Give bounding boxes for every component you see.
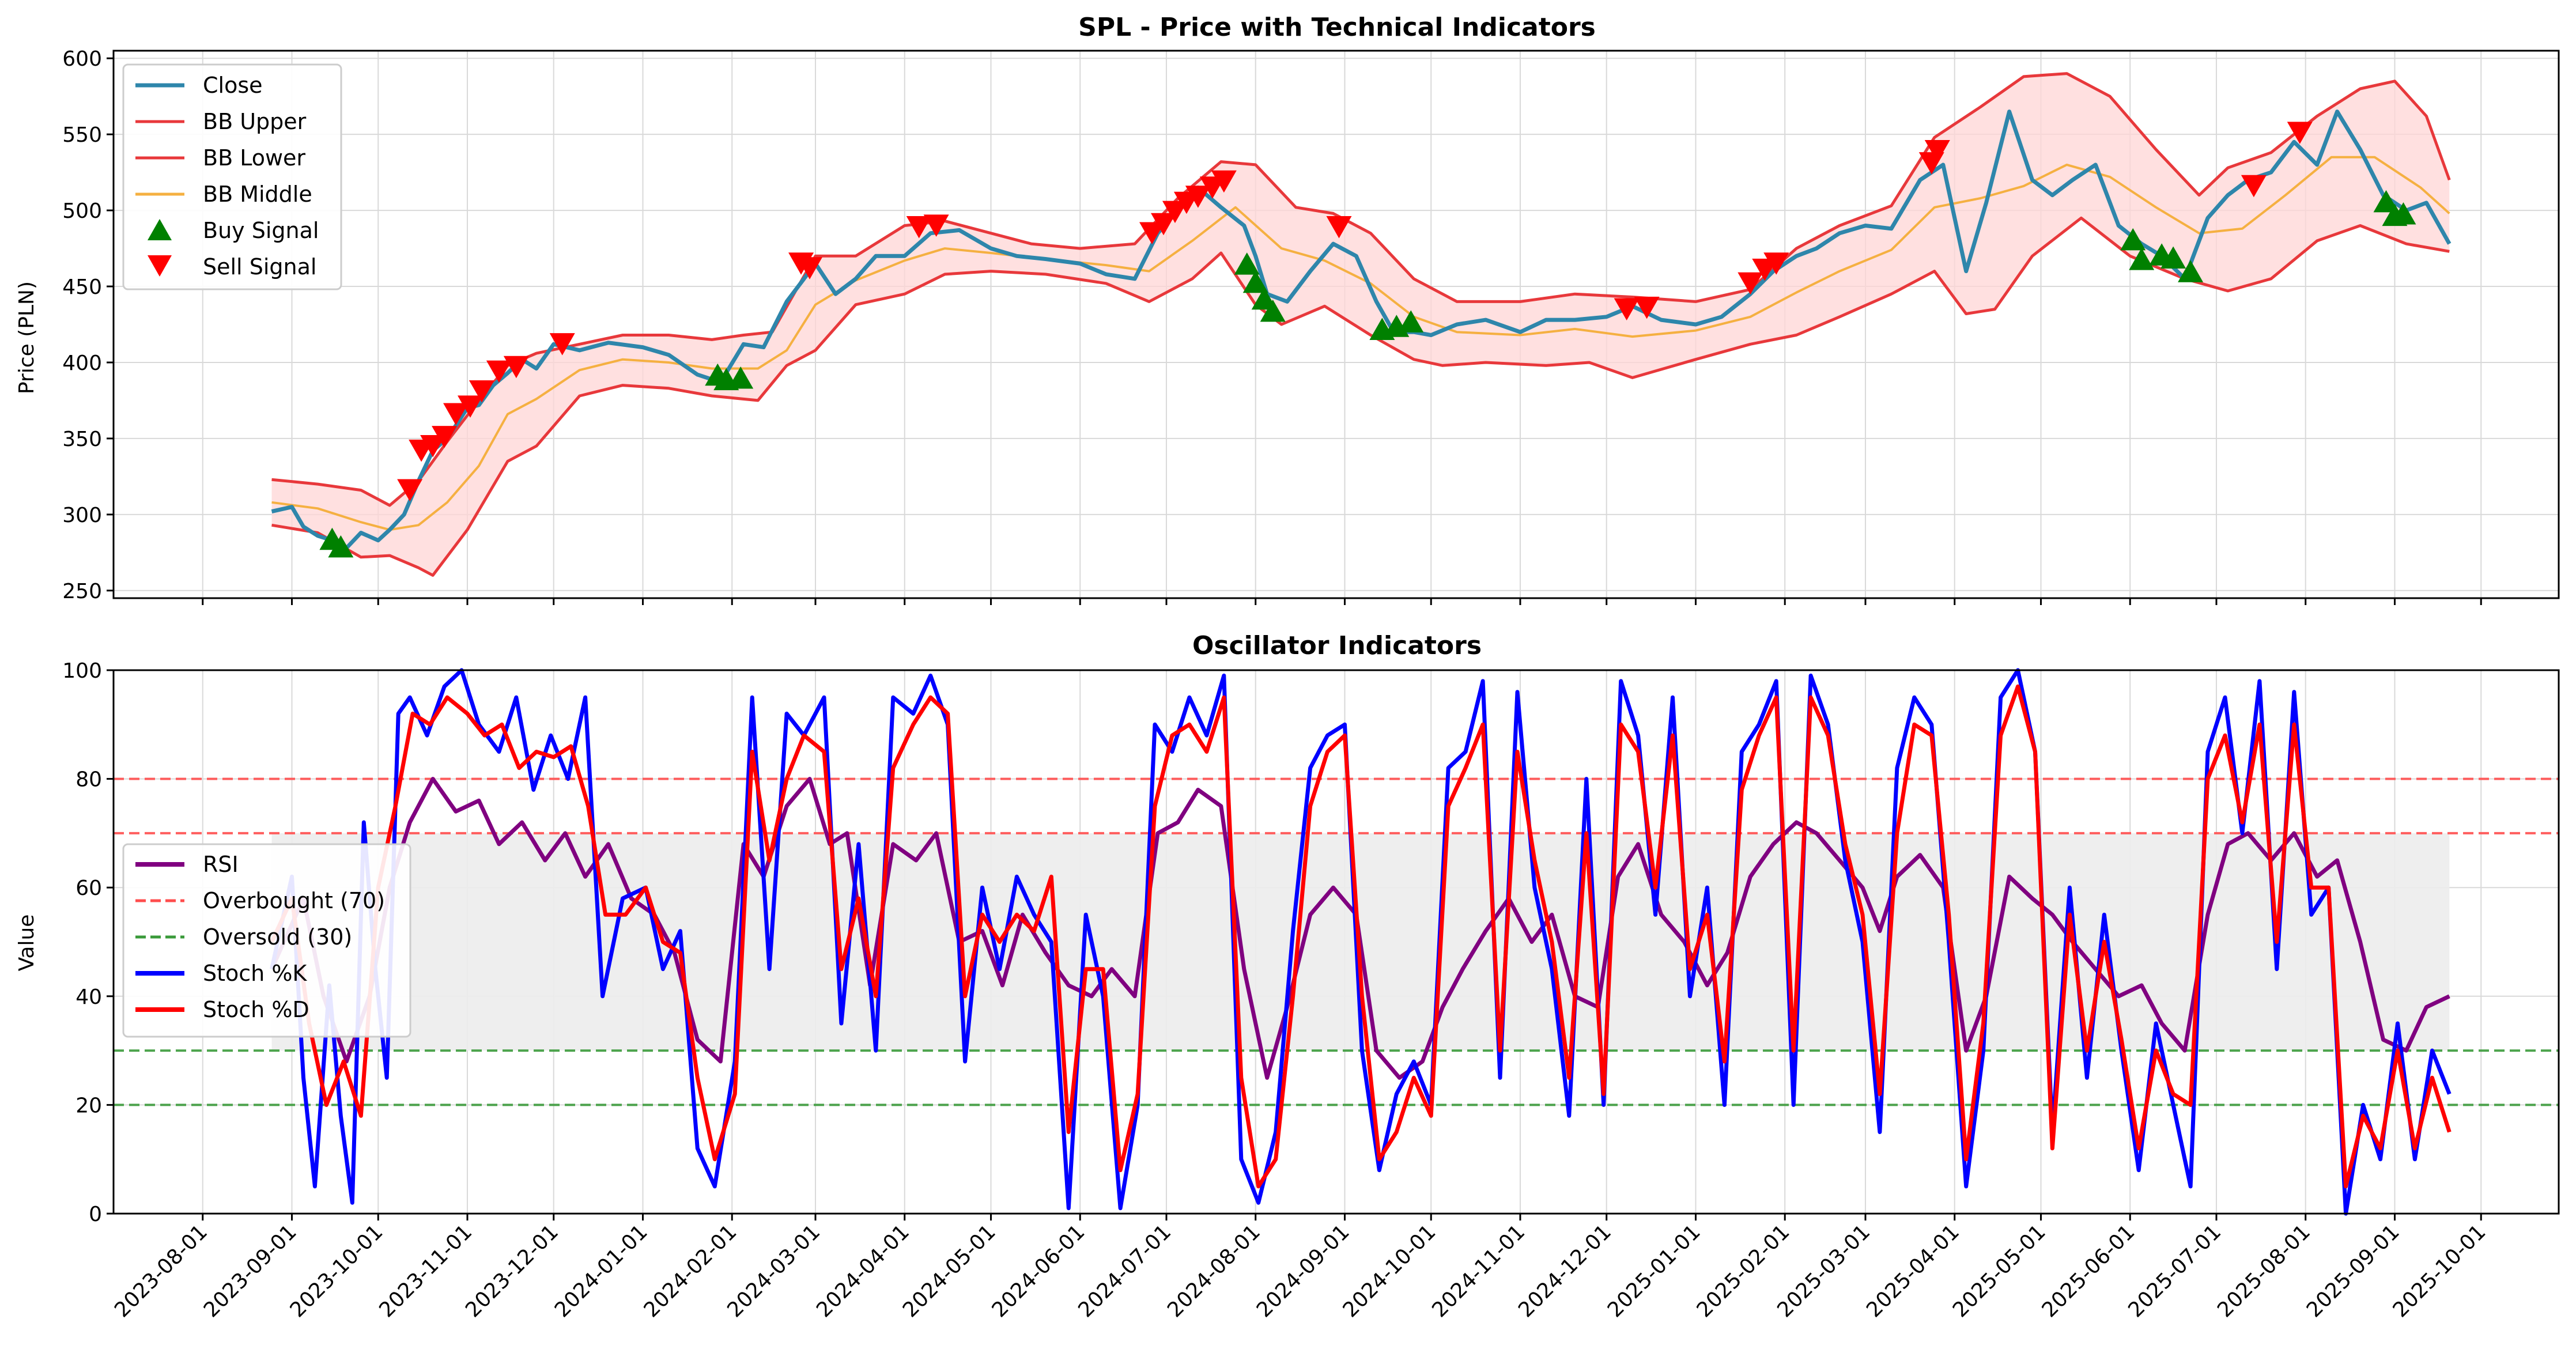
series-stoch-d: [270, 684, 2452, 1189]
buy-signal-marker: [328, 535, 354, 558]
buy-signal-marker: [1260, 299, 1286, 322]
buy-signal-marker: [1234, 252, 1260, 275]
oscillator-y-axis: 0 20 40 60 80 100: [62, 659, 114, 1226]
sell-signal-marker: [2287, 122, 2313, 144]
sell-signal-marker: [1139, 222, 1165, 245]
y-tick-label: 500: [62, 199, 102, 223]
price-x-ticks: [202, 598, 2482, 605]
y-tick-label: 0: [89, 1203, 102, 1226]
series-bb-middle: [271, 156, 2450, 531]
series-bb-lower: [271, 216, 2450, 577]
y-tick-label: 600: [62, 47, 102, 71]
y-tick-label: 400: [62, 352, 102, 375]
y-tick-label: 60: [75, 876, 102, 900]
oscillator-legend: RSI Overbought (70) Oversold (30) Stoch …: [122, 843, 411, 1038]
legend-buy-label: Buy Signal: [203, 218, 319, 243]
sell-signal-marker: [432, 426, 458, 448]
sell-signal-marker: [1924, 140, 1950, 163]
y-tick-label: 450: [62, 275, 102, 299]
oscillator-series: [270, 668, 2452, 1216]
legend-overbought-label: Overbought (70): [203, 888, 385, 913]
sell-signal-marker: [1614, 298, 1640, 320]
sell-signal-marker: [397, 479, 423, 501]
buy-signal-marker: [2373, 190, 2399, 213]
legend-close-label: Close: [203, 73, 263, 98]
sell-signal-marker: [420, 434, 446, 458]
legend-sell-marker: [148, 255, 172, 277]
oscillator-legend-box: [122, 843, 411, 1038]
sell-signal-marker: [1185, 186, 1211, 208]
legend-rsi-label: RSI: [203, 852, 239, 877]
buy-signal-marker: [2129, 248, 2155, 270]
legend-bb-middle-label: BB Middle: [203, 182, 312, 207]
buy-signal-marker: [1242, 270, 1268, 293]
price-plot-frame: [112, 50, 2560, 599]
sell-signal-marker: [503, 356, 529, 379]
sell-signal-marker: [797, 257, 823, 279]
sell-signal-marker: [457, 395, 483, 418]
sell-signal-marker: [549, 333, 575, 356]
oscillator-y-label: Value: [15, 915, 39, 972]
legend-sell-label: Sell Signal: [203, 254, 316, 279]
sell-signal-marker: [2241, 175, 2267, 198]
oscillator-plot-frame: [112, 669, 2560, 1215]
y-tick-label: 80: [75, 768, 102, 792]
sell-signal-marker: [469, 380, 494, 403]
y-tick-label: 300: [62, 504, 102, 527]
sell-signal-marker: [1763, 252, 1789, 275]
oscillator-chart-title: Oscillator Indicators: [1192, 631, 1482, 660]
signal-markers: [319, 122, 2416, 558]
sell-signal-marker: [1150, 213, 1176, 236]
price-y-axis: 250 300 350 400 450 500 550 600: [62, 47, 114, 603]
sell-signal-marker: [1634, 296, 1660, 319]
bollinger-band-fill: [271, 73, 2450, 576]
sell-signal-marker: [923, 214, 949, 237]
threshold-lines: [114, 777, 2559, 1106]
y-tick-label: 350: [62, 428, 102, 451]
legend-bb-lower-label: BB Lower: [203, 145, 305, 171]
buy-signal-marker: [2160, 246, 2186, 269]
sell-signal-marker: [1326, 216, 1352, 239]
price-chart-title: SPL - Price with Technical Indicators: [1078, 13, 1596, 42]
sell-signal-marker: [1211, 170, 1237, 193]
sell-signal-marker: [486, 360, 512, 383]
legend-buy-marker: [148, 219, 172, 240]
sell-signal-marker: [1738, 272, 1763, 295]
y-tick-label: 100: [62, 659, 102, 683]
buy-signal-marker: [728, 366, 754, 389]
sell-signal-marker: [906, 216, 932, 239]
buy-signal-marker: [2120, 228, 2146, 251]
buy-signal-marker: [2390, 202, 2416, 225]
price-legend: Close BB Upper BB Lower BB Middle Buy Si…: [122, 63, 342, 290]
y-tick-label: 250: [62, 580, 102, 603]
buy-signal-marker: [1398, 310, 1424, 333]
sell-signal-marker: [443, 403, 469, 426]
legend-stoch-d-label: Stoch %D: [203, 997, 309, 1022]
y-tick-label: 40: [75, 985, 102, 1009]
buy-signal-marker: [2178, 260, 2204, 282]
price-y-label: Price (PLN): [15, 281, 39, 394]
series-rsi: [270, 777, 2450, 1080]
y-tick-label: 550: [62, 123, 102, 147]
legend-bb-upper-label: BB Upper: [203, 109, 307, 134]
legend-oversold-label: Oversold (30): [203, 924, 352, 950]
y-tick-label: 20: [75, 1094, 102, 1117]
legend-stoch-k-label: Stoch %K: [203, 961, 307, 986]
price-panel: SPL - Price with Technical Indicators 25…: [15, 13, 2560, 605]
sell-signal-marker: [1162, 201, 1188, 224]
